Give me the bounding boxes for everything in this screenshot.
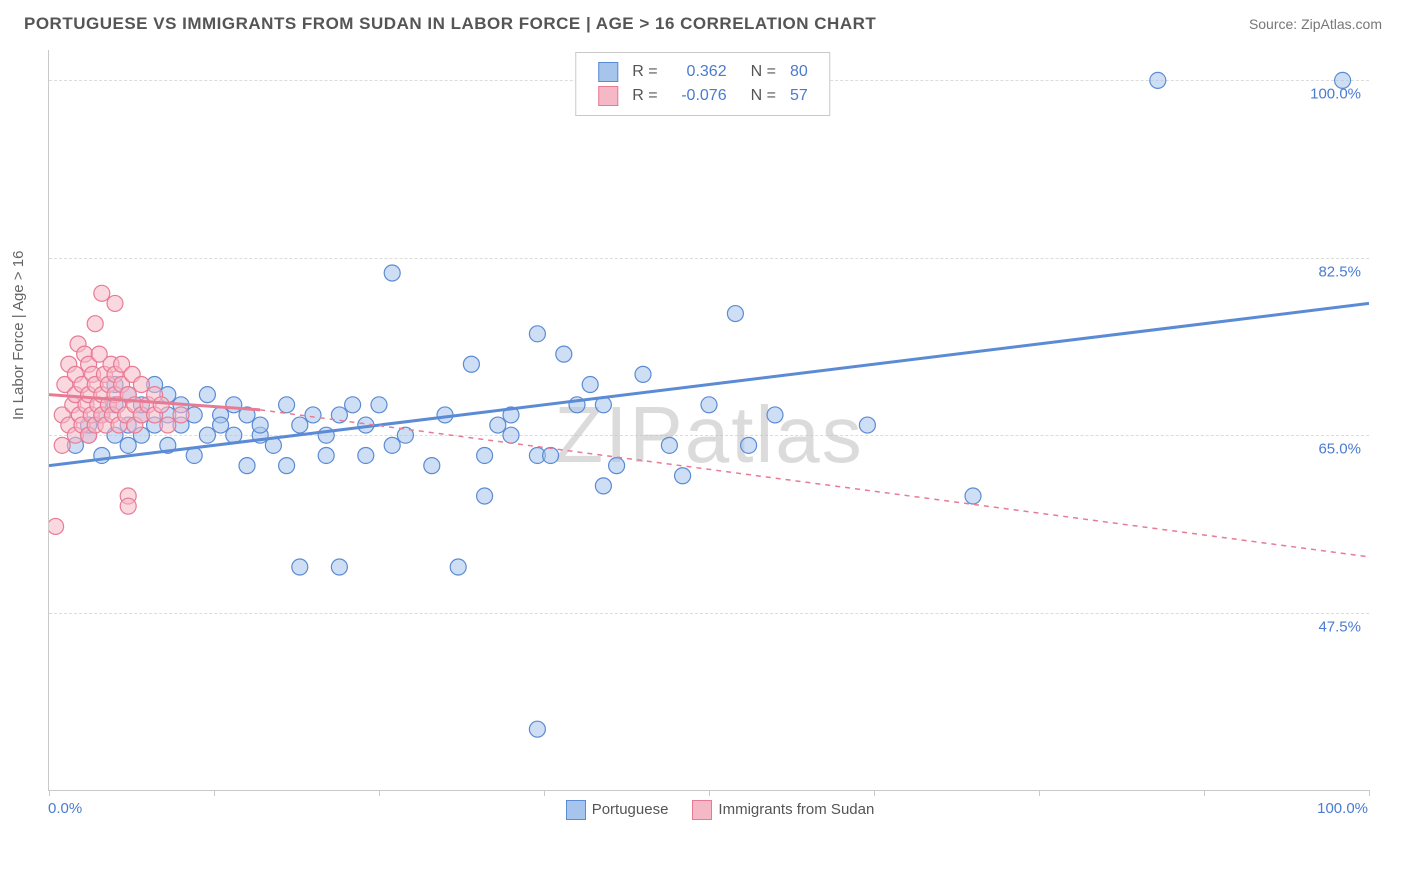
data-point — [279, 458, 295, 474]
data-point — [160, 417, 176, 433]
legend-n-label: N = — [735, 61, 782, 83]
data-point — [450, 559, 466, 575]
x-tick — [874, 790, 875, 796]
data-point — [120, 437, 136, 453]
data-point — [226, 397, 242, 413]
trend-line-extrapolated — [260, 410, 1369, 557]
data-point — [1335, 72, 1351, 88]
data-point — [477, 447, 493, 463]
legend-r-value: -0.076 — [666, 85, 733, 107]
legend-n-label: N = — [735, 85, 782, 107]
x-axis-max-label: 100.0% — [1317, 800, 1368, 817]
legend-row: R =-0.076N =57 — [592, 85, 813, 107]
data-point — [153, 397, 169, 413]
data-point — [49, 518, 64, 534]
data-point — [239, 458, 255, 474]
correlation-legend: R =0.362N =80R =-0.076N =57 — [575, 52, 830, 116]
x-tick — [544, 790, 545, 796]
data-point — [529, 721, 545, 737]
data-point — [133, 377, 149, 393]
data-point — [199, 387, 215, 403]
data-point — [675, 468, 691, 484]
legend-swatch-icon — [598, 86, 618, 106]
legend-swatch-icon — [598, 62, 618, 82]
data-point — [582, 377, 598, 393]
data-point — [318, 447, 334, 463]
data-point — [741, 437, 757, 453]
data-point — [609, 458, 625, 474]
data-point — [292, 559, 308, 575]
data-point — [120, 498, 136, 514]
data-point — [107, 295, 123, 311]
data-point — [463, 356, 479, 372]
y-axis-label: In Labor Force | Age > 16 — [10, 251, 27, 420]
x-tick — [1369, 790, 1370, 796]
legend-swatch-icon — [692, 800, 712, 820]
data-point — [661, 437, 677, 453]
data-point — [305, 407, 321, 423]
data-point — [635, 366, 651, 382]
data-point — [87, 316, 103, 332]
data-point — [556, 346, 572, 362]
data-point — [965, 488, 981, 504]
x-tick — [49, 790, 50, 796]
data-point — [384, 437, 400, 453]
data-point — [543, 447, 559, 463]
legend-r-value: 0.362 — [666, 61, 733, 83]
data-point — [199, 427, 215, 443]
scatter-svg — [49, 50, 1369, 790]
data-point — [767, 407, 783, 423]
x-tick — [1039, 790, 1040, 796]
x-tick — [1204, 790, 1205, 796]
series-legend: Portuguese Immigrants from Sudan — [48, 800, 1368, 820]
data-point — [358, 447, 374, 463]
chart-plot-area: ZIPatlas 47.5%65.0%82.5%100.0% — [48, 50, 1369, 791]
data-point — [859, 417, 875, 433]
legend-n-value: 80 — [784, 61, 814, 83]
data-point — [424, 458, 440, 474]
legend-series-label: Immigrants from Sudan — [718, 801, 874, 818]
data-point — [371, 397, 387, 413]
data-point — [595, 478, 611, 494]
data-point — [94, 285, 110, 301]
data-point — [384, 265, 400, 281]
x-tick — [709, 790, 710, 796]
data-point — [490, 417, 506, 433]
chart-source: Source: ZipAtlas.com — [1249, 16, 1382, 32]
legend-row: R =0.362N =80 — [592, 61, 813, 83]
data-point — [173, 407, 189, 423]
data-point — [292, 417, 308, 433]
data-point — [727, 306, 743, 322]
data-point — [331, 407, 347, 423]
data-point — [54, 437, 70, 453]
data-point — [213, 417, 229, 433]
legend-r-label: R = — [626, 61, 663, 83]
trend-line — [49, 303, 1369, 465]
chart-title: PORTUGUESE VS IMMIGRANTS FROM SUDAN IN L… — [24, 14, 876, 34]
legend-r-label: R = — [626, 85, 663, 107]
x-tick — [379, 790, 380, 796]
data-point — [477, 488, 493, 504]
legend-series-label: Portuguese — [592, 801, 669, 818]
data-point — [279, 397, 295, 413]
data-point — [1150, 72, 1166, 88]
data-point — [701, 397, 717, 413]
x-tick — [214, 790, 215, 796]
data-point — [252, 417, 268, 433]
legend-swatch-icon — [566, 800, 586, 820]
data-point — [503, 427, 519, 443]
data-point — [345, 397, 361, 413]
data-point — [331, 559, 347, 575]
legend-n-value: 57 — [784, 85, 814, 107]
data-point — [529, 326, 545, 342]
